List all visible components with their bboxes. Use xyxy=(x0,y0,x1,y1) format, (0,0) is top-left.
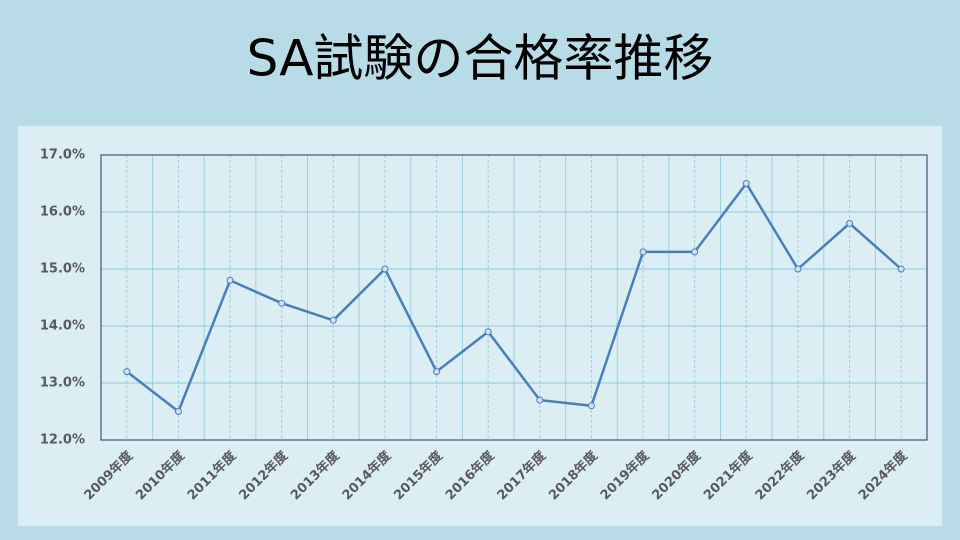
data-point xyxy=(691,248,699,256)
data-point xyxy=(433,368,441,376)
data-point xyxy=(846,219,854,227)
plot-border xyxy=(100,154,928,441)
y-tick-label: 13.0% xyxy=(40,376,85,391)
data-point xyxy=(742,180,750,187)
data-point xyxy=(484,328,492,336)
data-point xyxy=(123,368,131,376)
data-point xyxy=(639,248,647,256)
data-line xyxy=(126,181,903,414)
y-tick-label: 17.0% xyxy=(40,148,85,163)
data-point xyxy=(174,408,182,415)
data-point xyxy=(278,299,286,307)
y-tick-label: 16.0% xyxy=(40,205,85,220)
y-tick-label: 14.0% xyxy=(40,319,85,334)
data-point xyxy=(897,265,905,273)
y-tick-label: 12.0% xyxy=(40,433,85,448)
data-point xyxy=(226,276,234,284)
data-point xyxy=(536,396,544,404)
data-point xyxy=(587,402,595,410)
data-point xyxy=(329,316,337,324)
y-tick-label: 15.0% xyxy=(40,262,85,277)
chart-title: SA試験の合格率推移 xyxy=(247,30,714,88)
data-point xyxy=(381,265,389,273)
data-point xyxy=(794,265,802,273)
